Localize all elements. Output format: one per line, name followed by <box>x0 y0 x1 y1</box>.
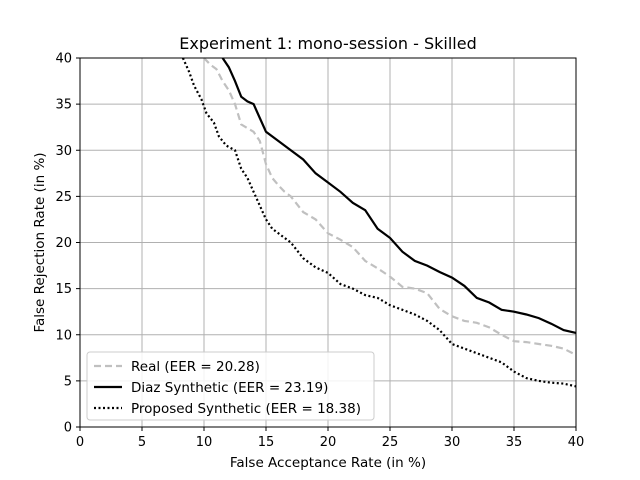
legend: Real (EER = 20.28) Diaz Synthetic (EER = … <box>86 351 375 421</box>
x-tick-label: 15 <box>258 435 275 450</box>
chart-title: Experiment 1: mono-session - Skilled <box>179 34 477 53</box>
x-tick-label: 35 <box>506 435 523 450</box>
x-axis-label: False Acceptance Rate (in %) <box>230 455 426 471</box>
y-tick-label: 20 <box>55 236 72 251</box>
series-line-2 <box>221 57 577 334</box>
x-tick-label: 5 <box>138 435 146 450</box>
y-tick-label: 10 <box>55 328 72 343</box>
axis-ticks: 0 5 10 15 20 25 30 35 40 0 5 10 15 20 25 30 35 40 <box>55 52 584 451</box>
x-tick-label: 0 <box>76 435 84 450</box>
y-tick-label: 40 <box>55 52 72 67</box>
x-tick-label: 10 <box>196 435 213 450</box>
x-tick-label: 25 <box>382 435 399 450</box>
x-tick-label: 20 <box>320 435 337 450</box>
y-tick-label: 30 <box>55 144 72 159</box>
y-tick-label: 35 <box>55 98 72 113</box>
legend-label-2: Diaz Synthetic (EER = 23.19) <box>131 380 328 396</box>
y-tick-label: 0 <box>64 421 72 436</box>
x-tick-label: 30 <box>444 435 461 450</box>
x-tick-label: 40 <box>568 435 585 450</box>
y-tick-label: 25 <box>55 190 72 205</box>
legend-label-3: Proposed Synthetic (EER = 18.38) <box>131 401 361 417</box>
y-axis-label: False Rejection Rate (in %) <box>32 152 48 332</box>
series-layer <box>181 57 577 388</box>
y-tick-label: 5 <box>64 374 72 389</box>
series-line-3 <box>181 57 577 388</box>
legend-label-1: Real (EER = 20.28) <box>131 359 260 375</box>
y-tick-label: 15 <box>55 282 72 297</box>
legend-box <box>86 351 375 421</box>
series-line-1 <box>203 57 577 356</box>
